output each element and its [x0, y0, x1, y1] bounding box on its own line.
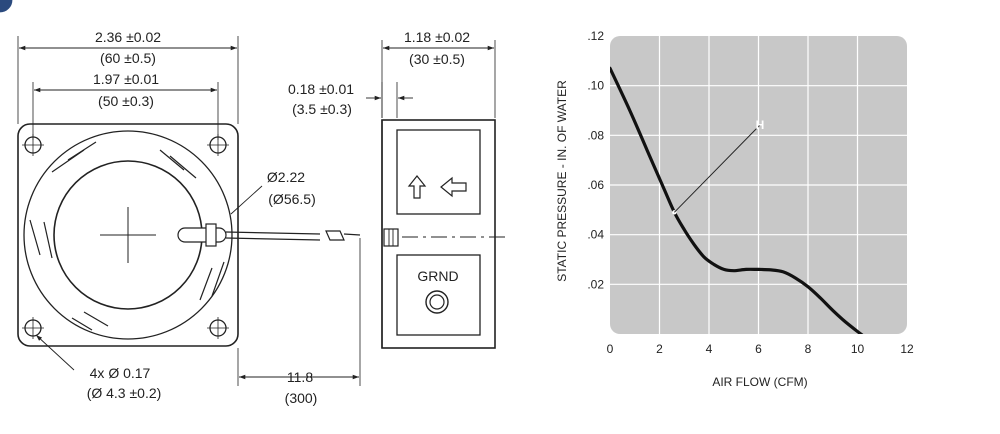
- flange-label: 0.18 ±0.01: [288, 81, 354, 97]
- x-axis-ticks: 0 2 4 6 8 10 12: [607, 342, 914, 356]
- y-tick-label: .02: [587, 277, 604, 291]
- depth-label: 1.18 ±0.02: [404, 29, 470, 45]
- series-line-h: [610, 66, 864, 334]
- flow-label-panel: [396, 129, 481, 215]
- side-view: [366, 40, 505, 349]
- front-view-labels: 2.36 ±0.02 (60 ±0.5) 1.97 ±0.01 (50 ±0.3…: [87, 29, 318, 406]
- y-tick-label: .08: [587, 128, 604, 142]
- series-h-badge: [0, 0, 13, 13]
- flange-mm-label: (3.5 ±0.3): [292, 101, 352, 117]
- hole-spacing-label: 1.97 ±0.01: [93, 71, 159, 87]
- x-tick-label: 0: [607, 342, 614, 356]
- overall-width-mm-label: (60 ±0.5): [100, 50, 156, 66]
- mount-holes-label: 4x Ø 0.17: [90, 365, 151, 381]
- x-tick-label: 12: [900, 342, 914, 356]
- x-axis-label: AIR FLOW (CFM): [712, 375, 807, 389]
- chart-grid: [610, 36, 907, 334]
- curve-callout-leader: [673, 124, 761, 213]
- y-axis-label: STATIC PRESSURE - IN. OF WATER: [555, 80, 569, 282]
- mounting-hole-tl: [22, 134, 44, 156]
- overall-width-label: 2.36 ±0.02: [95, 29, 161, 45]
- front-view: [17, 36, 361, 386]
- y-axis-ticks: .02 .04 .06 .08 .10 .12: [587, 29, 604, 291]
- venturi-dia-mm-label: (Ø56.5): [268, 191, 315, 207]
- venturi-dia-label: Ø2.22: [267, 169, 305, 185]
- performance-chart: 0 2 4 6 8 10 12 .02 .04 .06 .08 .10 .12 H AIR FLOW …: [0, 0, 914, 389]
- y-tick-label: .10: [587, 79, 604, 93]
- ground-panel: [396, 254, 481, 336]
- depth-mm-label: (30 ±0.5): [409, 51, 465, 67]
- mount-holes-mm-label: (Ø 4.3 ±0.2): [87, 385, 162, 401]
- y-tick-label: .12: [587, 29, 604, 43]
- airflow-up-arrow-icon: [407, 175, 427, 199]
- x-tick-label: 8: [805, 342, 812, 356]
- lead-wire: [177, 223, 361, 247]
- x-tick-label: 2: [656, 342, 663, 356]
- hole-spacing-mm-label: (50 ±0.3): [98, 93, 154, 109]
- mount-hole-leader: [35, 334, 75, 371]
- mounting-hole-bl: [22, 317, 44, 339]
- series-h-label: H: [756, 118, 765, 132]
- mounting-hole-br: [207, 317, 229, 339]
- side-housing: [381, 119, 496, 349]
- rotation-left-arrow-icon: [440, 176, 467, 198]
- x-tick-label: 10: [851, 342, 865, 356]
- ground-label: GRND: [417, 268, 458, 284]
- fan-struts: [29, 141, 225, 331]
- lead-length-label: 11.8: [287, 369, 313, 385]
- venturi-leader: [230, 185, 263, 215]
- ground-stud-icon: [425, 290, 449, 314]
- y-tick-label: .06: [587, 178, 604, 192]
- x-tick-label: 6: [755, 342, 762, 356]
- side-view-labels: 1.18 ±0.02 (30 ±0.5) 0.18 ±0.01 (3.5 ±0.…: [288, 29, 470, 284]
- y-tick-label: .04: [587, 228, 604, 242]
- lead-grommet: [383, 228, 399, 247]
- fan-housing: [17, 123, 239, 347]
- x-tick-label: 4: [706, 342, 713, 356]
- mounting-hole-tr: [207, 134, 229, 156]
- lead-length-mm-label: (300): [285, 390, 318, 406]
